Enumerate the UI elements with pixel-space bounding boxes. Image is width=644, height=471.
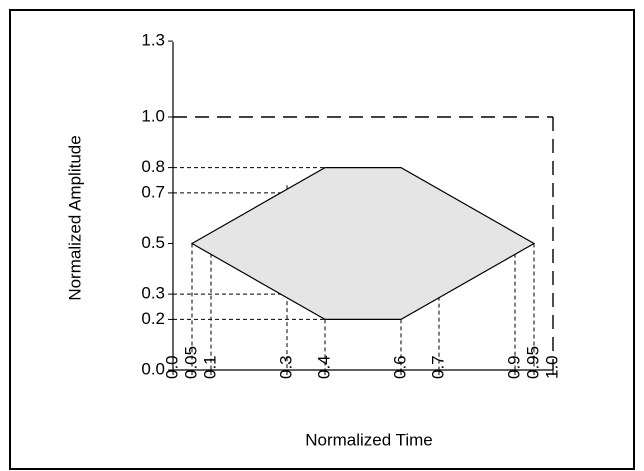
x-tick-label: 0.3 <box>276 355 295 379</box>
y-tick-label: 0.7 <box>141 182 165 201</box>
x-tick-label: 0.0 <box>162 355 181 379</box>
x-tick-labels: 0.0 0.05 0.1 0.3 0.4 0.6 0.7 0.9 0.95 1.0 <box>162 346 561 379</box>
y-tick-label: 0.5 <box>141 233 165 252</box>
x-tick-label: 0.4 <box>314 355 333 379</box>
x-tick-label: 1.0 <box>542 355 561 379</box>
x-tick-label: 0.1 <box>200 355 219 379</box>
y-tick-label: 1.0 <box>141 106 165 125</box>
x-tick-label: 0.05 <box>181 346 200 379</box>
y-tick-label: 0.3 <box>141 284 165 303</box>
y-tick-label: 0.0 <box>141 359 165 378</box>
x-axis-title: Normalized Time <box>305 430 433 449</box>
y-tick-label: 1.3 <box>141 31 165 50</box>
y-tick-labels: 0.0 0.2 0.3 0.5 0.7 0.8 1.0 1.3 <box>141 31 173 378</box>
x-tick-label: 0.95 <box>523 346 542 379</box>
x-tick-label: 0.9 <box>504 355 523 379</box>
x-tick-label: 0.7 <box>428 355 447 379</box>
bounding-box-lines <box>173 116 554 370</box>
x-tick-label: 0.6 <box>390 355 409 379</box>
y-axis-title: Normalized Amplitude <box>65 135 84 300</box>
axes <box>172 42 553 371</box>
y-tick-label: 0.2 <box>141 309 165 328</box>
envelope-area <box>190 167 536 320</box>
guide-lines <box>173 167 535 370</box>
figure-frame <box>9 9 635 470</box>
envelope-polygon <box>190 167 536 320</box>
y-tick-label: 0.8 <box>141 157 165 176</box>
